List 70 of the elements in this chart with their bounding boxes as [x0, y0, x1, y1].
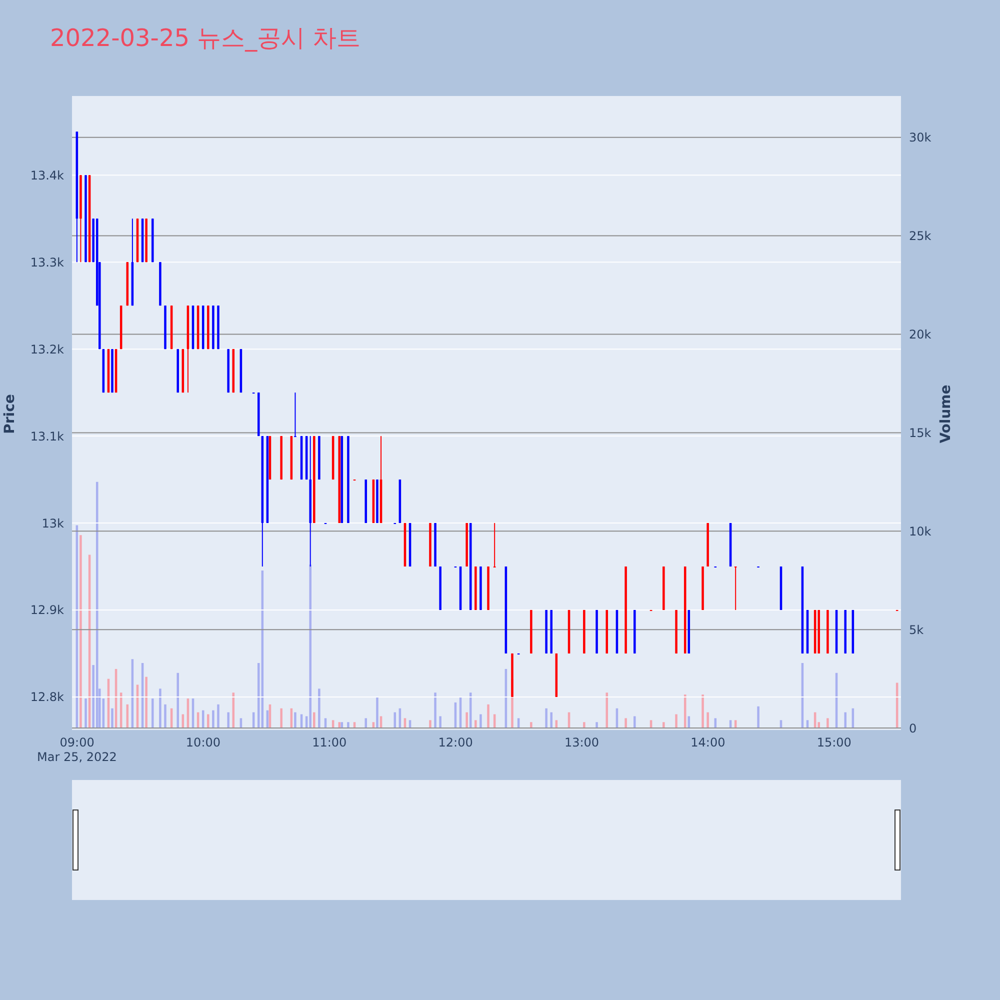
bar	[487, 704, 490, 728]
bar	[662, 722, 665, 728]
bar	[550, 712, 552, 728]
bar	[159, 688, 162, 728]
y2-tick-label: 30k	[909, 130, 932, 145]
bar	[606, 692, 608, 728]
x-tick-label: 09:00	[60, 736, 94, 750]
bar	[376, 696, 378, 728]
y-tick-label: 13.4k	[30, 168, 64, 182]
bar	[439, 716, 442, 728]
y2-tick-label: 15k	[909, 426, 932, 440]
x-tick-label: 13:00	[564, 736, 600, 750]
bar	[294, 712, 296, 728]
bar	[702, 694, 704, 728]
bar	[596, 722, 598, 728]
candlestick	[294, 392, 296, 438]
bar	[706, 712, 709, 728]
y-axis-title: Price	[2, 394, 18, 434]
bar	[151, 698, 154, 728]
bar	[624, 718, 627, 728]
y2-tick-label: 5k	[909, 622, 924, 637]
y2-axis-title: Volume	[938, 384, 954, 444]
bar	[826, 718, 829, 728]
bar	[530, 722, 532, 728]
x-tick-label: 15:00	[816, 736, 852, 750]
bar	[84, 698, 87, 728]
bar	[583, 722, 586, 728]
bar	[227, 712, 230, 728]
bar	[309, 564, 312, 728]
bar	[80, 535, 82, 728]
x-tick-label: 10:00	[186, 736, 221, 750]
bar	[212, 710, 214, 728]
y2-tick-label: 25k	[909, 229, 932, 244]
y-tick-label: 13k	[42, 516, 64, 530]
y2-tick-label: 20k	[909, 328, 932, 342]
x-tick-label: 12:00	[438, 736, 473, 750]
bar	[145, 676, 148, 728]
bar	[675, 714, 678, 728]
y-tick-label: 12.9k	[30, 603, 64, 618]
bar	[313, 712, 316, 728]
x-tick-label: 14:00	[690, 736, 726, 750]
bar	[429, 720, 432, 728]
bar	[111, 708, 114, 728]
bar	[347, 722, 350, 728]
bar	[364, 718, 368, 728]
bar	[338, 722, 341, 728]
y-tick-label: 12.8k	[30, 690, 64, 704]
bar	[280, 708, 282, 728]
bar	[466, 712, 468, 728]
bar	[232, 692, 235, 728]
bar	[434, 692, 436, 728]
bar	[217, 704, 220, 728]
y-tick-label: 13.3k	[30, 255, 64, 270]
text: Mar 25, 2022	[37, 750, 117, 764]
bar	[844, 712, 846, 728]
bar	[757, 706, 760, 728]
y-tick-label: 13.1k	[30, 429, 64, 444]
bar	[318, 688, 320, 728]
y2-tick-label: 10k	[909, 524, 932, 538]
bar	[176, 672, 179, 728]
x-tick-label: 11:00	[312, 736, 347, 750]
chart-title: 2022-03-25 뉴스_공시 차트	[50, 23, 361, 54]
y-tick-label: 13.2k	[30, 342, 64, 356]
y2-tick-label: 0	[909, 721, 917, 736]
bar	[474, 720, 477, 728]
bar	[545, 708, 548, 728]
bar	[207, 714, 210, 728]
bar	[164, 704, 166, 728]
bar	[480, 714, 482, 728]
bar	[634, 716, 636, 728]
